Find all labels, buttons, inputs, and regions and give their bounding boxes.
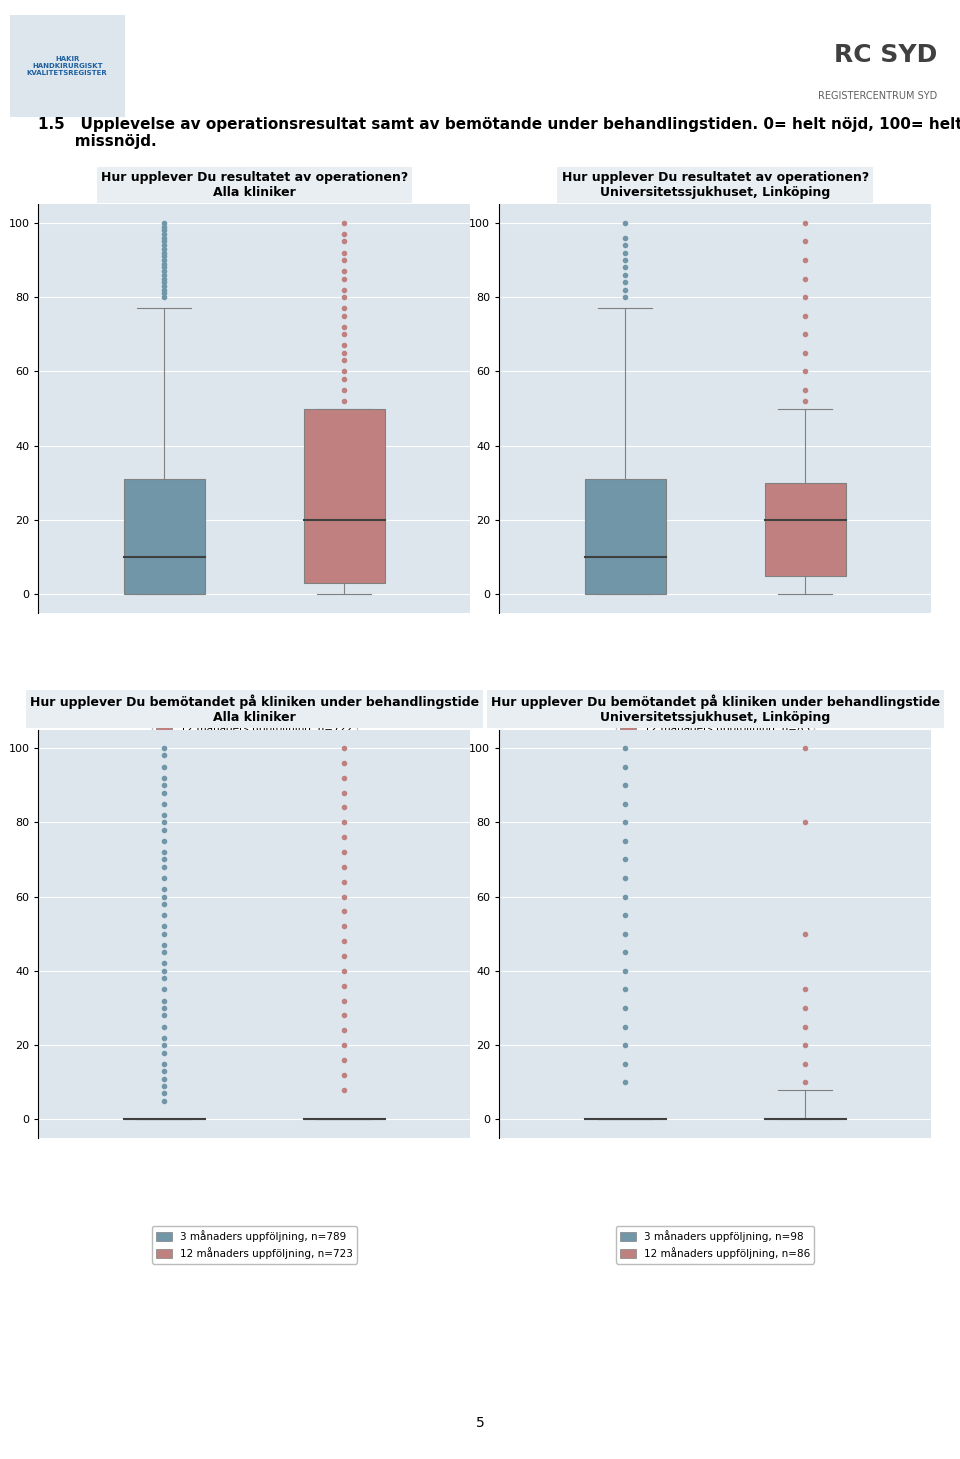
- Bar: [304, 409, 385, 584]
- Title: Hur upplever Du bemötandet på kliniken under behandlingstide
Alla kliniker: Hur upplever Du bemötandet på kliniken u…: [30, 694, 479, 724]
- Legend: 3 månaders uppföljning, n=790, 12 månaders uppföljning, n=722: 3 månaders uppföljning, n=790, 12 månade…: [152, 700, 357, 738]
- Text: REGISTERCENTRUM SYD: REGISTERCENTRUM SYD: [818, 92, 937, 101]
- Text: HAKIR
HANDKIRURGISKT
KVALITETSREGISTER: HAKIR HANDKIRURGISKT KVALITETSREGISTER: [27, 55, 108, 76]
- Legend: 3 månaders uppföljning, n=98, 12 månaders uppföljning, n=86: 3 månaders uppföljning, n=98, 12 månader…: [616, 1226, 814, 1263]
- Title: Hur upplever Du bemötandet på kliniken under behandlingstide
Universitetssjukhus: Hur upplever Du bemötandet på kliniken u…: [491, 694, 940, 724]
- Title: Hur upplever Du resultatet av operationen?
Alla kliniker: Hur upplever Du resultatet av operatione…: [101, 171, 408, 198]
- Bar: [585, 479, 665, 594]
- Text: RC SYD: RC SYD: [834, 44, 937, 67]
- Title: Hur upplever Du resultatet av operationen?
Universitetssjukhuset, Linköping: Hur upplever Du resultatet av operatione…: [562, 171, 869, 198]
- Bar: [765, 483, 846, 576]
- Text: 5: 5: [475, 1415, 485, 1430]
- Bar: [124, 479, 204, 594]
- Legend: 3 månaders uppföljning, n=100, 12 månaders uppföljning, n=85: 3 månaders uppföljning, n=100, 12 månade…: [616, 700, 814, 738]
- Legend: 3 månaders uppföljning, n=789, 12 månaders uppföljning, n=723: 3 månaders uppföljning, n=789, 12 månade…: [152, 1226, 357, 1263]
- Text: 1.5   Upplevelse av operationsresultat samt av bemötande under behandlingstiden.: 1.5 Upplevelse av operationsresultat sam…: [38, 117, 960, 149]
